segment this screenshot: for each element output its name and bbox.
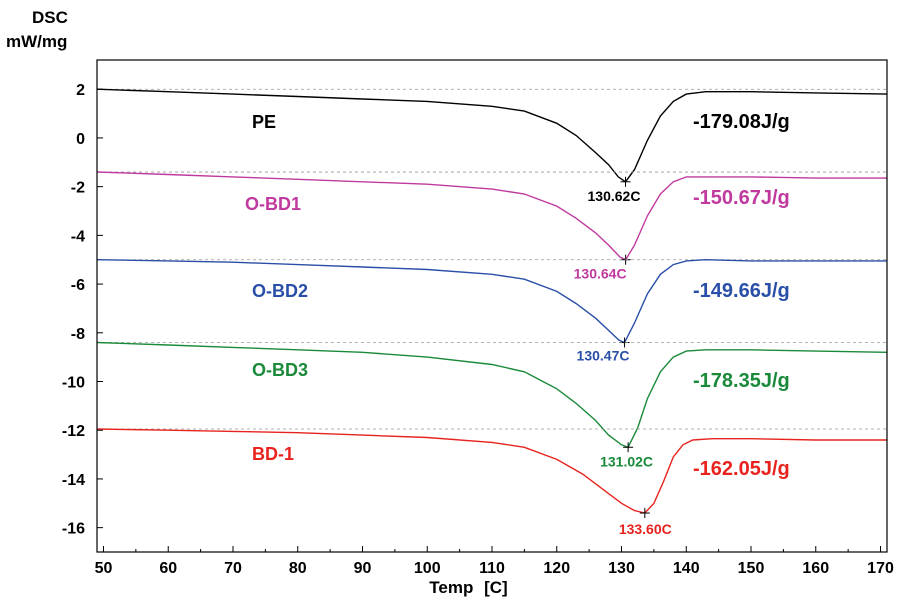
x-axis-label: Temp [C]	[429, 578, 508, 597]
x-tick-label: 170	[867, 560, 894, 577]
y-tick-label: -4	[71, 228, 85, 245]
peak-label-O-BD3: 131.02C	[600, 453, 653, 469]
x-tick-label: 100	[414, 560, 441, 577]
series-label-PE: PE	[252, 112, 276, 132]
x-tick-label: 130	[608, 560, 635, 577]
y-tick-label: -14	[62, 472, 85, 489]
y-tick-label: -8	[71, 326, 85, 343]
curve-BD-1	[96, 428, 887, 514]
peak-label-O-BD2: 130.47C	[577, 348, 630, 364]
y-tick-label: 2	[76, 82, 85, 99]
x-tick-label: 140	[673, 560, 700, 577]
y-tick-label: -12	[62, 423, 85, 440]
peak-label-O-BD1: 130.64C	[574, 266, 627, 282]
curve-PE	[96, 88, 888, 183]
series-label-O-BD1: O-BD1	[245, 194, 301, 214]
y-axis-label-line-1: DSC	[32, 8, 68, 27]
series-label-O-BD3: O-BD3	[252, 360, 308, 380]
enthalpy-label-O-BD2: -149.66J/g	[693, 280, 790, 302]
x-tick-label: 50	[95, 560, 113, 577]
enthalpy-label-O-BD1: -150.67J/g	[693, 187, 790, 209]
peak-label-PE: 130.62C	[588, 188, 641, 204]
enthalpy-label-BD-1: -162.05J/g	[693, 458, 790, 480]
x-tick-label: 160	[802, 560, 829, 577]
y-tick-label: 0	[76, 131, 85, 148]
x-tick-label: 110	[479, 560, 505, 577]
peak-label-BD-1: 133.60C	[619, 521, 672, 537]
series-label-O-BD2: O-BD2	[252, 281, 308, 301]
enthalpy-label-PE: -179.08J/g	[693, 111, 790, 133]
enthalpy-label-O-BD3: -178.35J/g	[693, 370, 790, 392]
series-label-BD-1: BD-1	[252, 444, 294, 464]
x-tick-label: 120	[543, 560, 570, 577]
x-tick-label: 70	[224, 560, 242, 577]
y-tick-label: -2	[71, 180, 85, 197]
x-tick-label: 60	[159, 560, 177, 577]
curve-O-BD2	[96, 258, 887, 344]
y-axis-label-line-2: mW/mg	[6, 32, 68, 51]
y-tick-label: -16	[62, 521, 85, 538]
y-tick-label: -6	[71, 277, 85, 294]
x-tick-label: 90	[354, 560, 372, 577]
curve-O-BD1	[96, 171, 887, 261]
x-tick-label: 80	[289, 560, 307, 577]
curve-O-BD3	[96, 341, 888, 449]
y-tick-label: -10	[62, 375, 85, 392]
x-tick-label: 150	[738, 560, 765, 577]
